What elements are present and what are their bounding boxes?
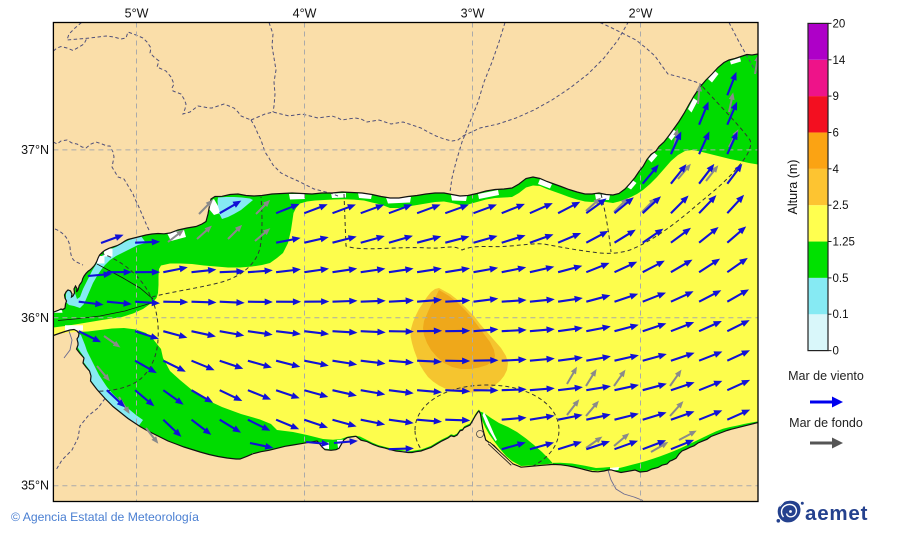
svg-text:4°W: 4°W bbox=[293, 7, 317, 21]
svg-text:1.25: 1.25 bbox=[833, 237, 855, 249]
svg-text:0.5: 0.5 bbox=[833, 273, 849, 285]
svg-text:36°N: 36°N bbox=[21, 311, 49, 325]
svg-text:5°W: 5°W bbox=[125, 7, 149, 21]
svg-text:2.5: 2.5 bbox=[833, 200, 849, 212]
svg-text:9: 9 bbox=[833, 91, 839, 103]
svg-text:3°W: 3°W bbox=[461, 7, 485, 21]
svg-text:Mar de fondo: Mar de fondo bbox=[789, 416, 863, 430]
svg-text:© Agencia Estatal de Meteorolo: © Agencia Estatal de Meteorología bbox=[11, 510, 199, 524]
svg-text:14: 14 bbox=[833, 55, 846, 67]
svg-text:2°W: 2°W bbox=[629, 7, 653, 21]
svg-text:20: 20 bbox=[833, 18, 846, 30]
svg-text:0.1: 0.1 bbox=[833, 309, 849, 321]
svg-text:Altura (m): Altura (m) bbox=[786, 160, 800, 215]
svg-text:aemet: aemet bbox=[805, 502, 868, 525]
svg-text:6: 6 bbox=[833, 128, 839, 140]
svg-text:4: 4 bbox=[833, 164, 840, 176]
svg-text:0: 0 bbox=[833, 346, 839, 358]
svg-text:35°N: 35°N bbox=[21, 479, 49, 493]
svg-text:Mar de viento: Mar de viento bbox=[788, 369, 864, 383]
svg-text:37°N: 37°N bbox=[21, 143, 49, 157]
